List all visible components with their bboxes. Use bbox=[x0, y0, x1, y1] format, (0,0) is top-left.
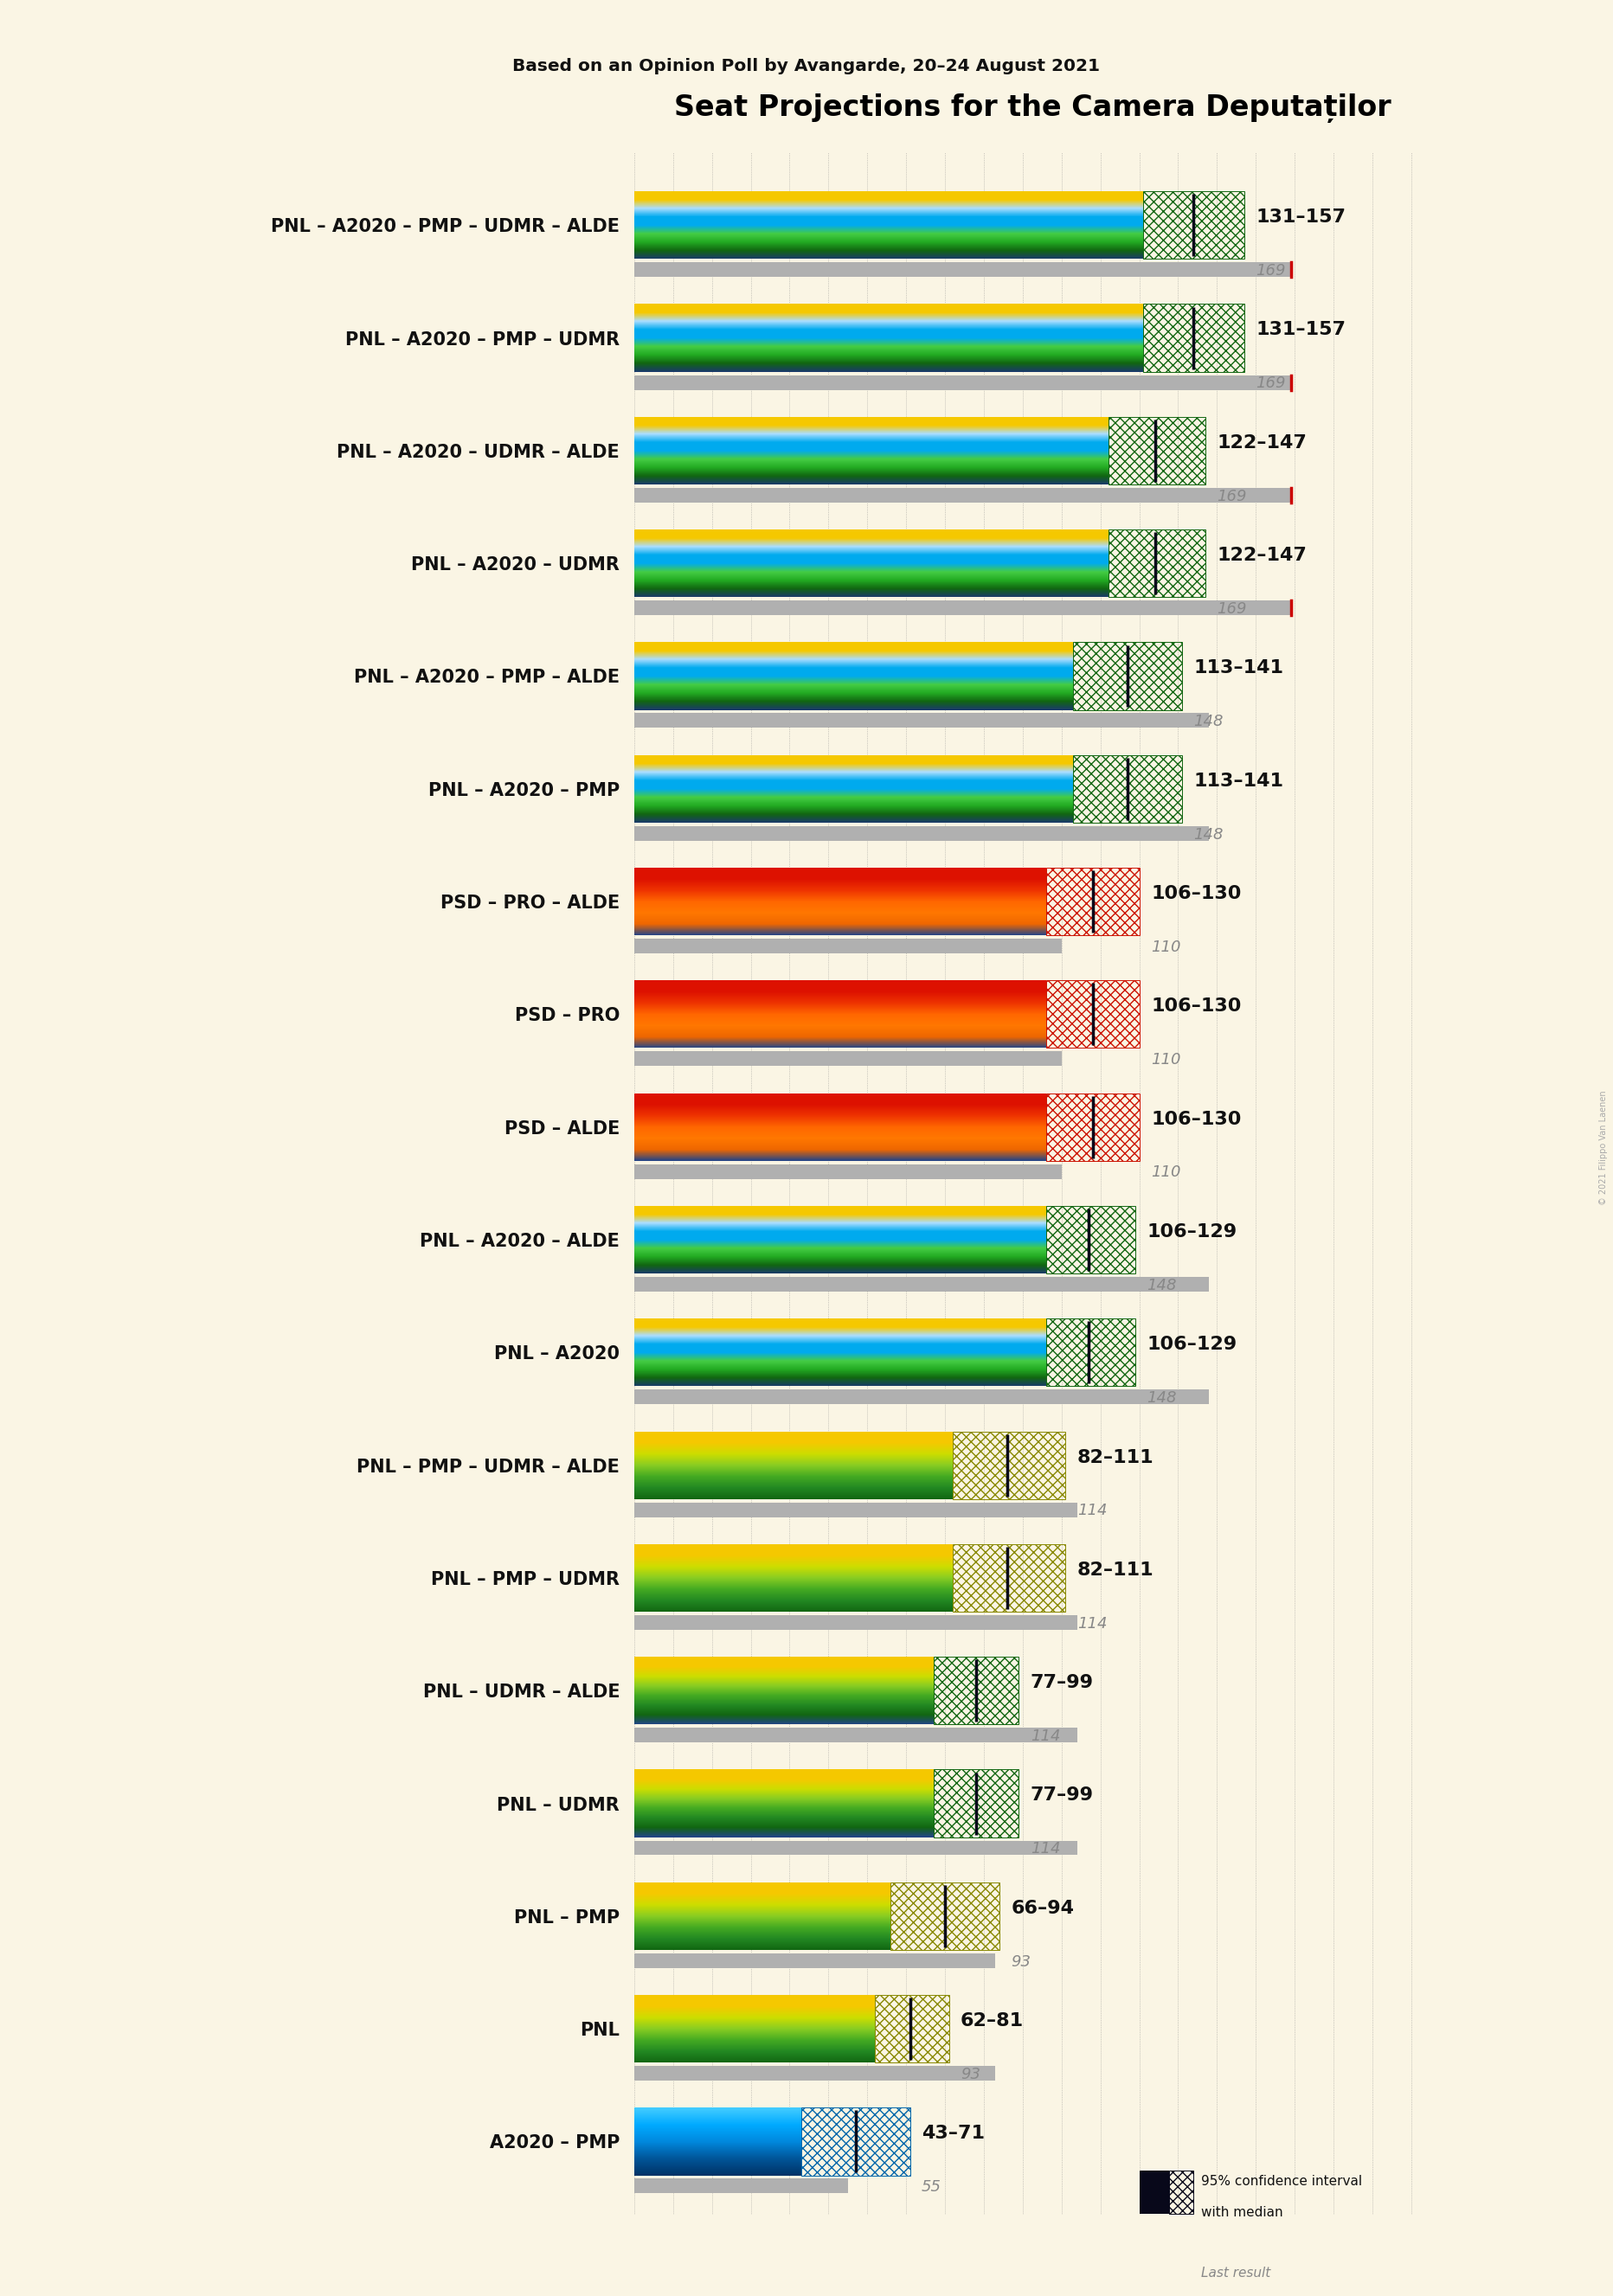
Bar bbox=[634, 487, 1290, 503]
Bar bbox=[1047, 1318, 1136, 1387]
Bar bbox=[634, 1502, 1077, 1518]
Text: 93: 93 bbox=[961, 2066, 981, 2082]
Text: 148: 148 bbox=[1194, 827, 1224, 843]
Bar bbox=[634, 1614, 1077, 1630]
Text: 131–157: 131–157 bbox=[1257, 209, 1345, 225]
Text: 122–147: 122–147 bbox=[1216, 546, 1307, 565]
Bar bbox=[1047, 1205, 1136, 1274]
Bar bbox=[953, 1545, 1066, 1612]
Text: 110: 110 bbox=[1152, 1052, 1181, 1068]
Text: 169: 169 bbox=[1216, 489, 1247, 505]
Bar bbox=[634, 262, 1290, 278]
Text: 148: 148 bbox=[1194, 714, 1224, 730]
Text: Based on an Opinion Poll by Avangarde, 20–24 August 2021: Based on an Opinion Poll by Avangarde, 2… bbox=[513, 57, 1100, 76]
Bar bbox=[634, 602, 1290, 615]
Text: 114: 114 bbox=[1077, 1504, 1107, 1518]
Bar bbox=[634, 1164, 1061, 1178]
Text: 82–111: 82–111 bbox=[1077, 1561, 1153, 1580]
Text: 82–111: 82–111 bbox=[1077, 1449, 1153, 1465]
Bar bbox=[634, 2179, 848, 2193]
Text: 66–94: 66–94 bbox=[1011, 1899, 1074, 1917]
Text: 110: 110 bbox=[1152, 939, 1181, 955]
Bar bbox=[934, 1770, 1019, 1837]
Text: 43–71: 43–71 bbox=[921, 2126, 986, 2142]
Text: 95% confidence interval: 95% confidence interval bbox=[1202, 2174, 1363, 2188]
Text: 169: 169 bbox=[1257, 377, 1286, 390]
Bar bbox=[634, 1729, 1077, 1743]
Text: 62–81: 62–81 bbox=[961, 2011, 1024, 2030]
Text: 106–130: 106–130 bbox=[1152, 884, 1242, 902]
Text: 131–157: 131–157 bbox=[1257, 321, 1345, 338]
Bar bbox=[1144, 303, 1244, 372]
Text: 169: 169 bbox=[1257, 264, 1286, 278]
Bar bbox=[1169, 2170, 1194, 2213]
Bar bbox=[634, 2066, 995, 2080]
Text: 106–130: 106–130 bbox=[1152, 1111, 1242, 1127]
Text: © 2021 Filippo Van Laenen: © 2021 Filippo Van Laenen bbox=[1600, 1091, 1608, 1205]
Text: 106–129: 106–129 bbox=[1147, 1336, 1237, 1352]
Bar bbox=[1047, 868, 1139, 934]
Bar bbox=[634, 1389, 1210, 1405]
Bar bbox=[934, 1658, 1019, 1724]
Text: 113–141: 113–141 bbox=[1194, 771, 1284, 790]
Text: 169: 169 bbox=[1216, 602, 1247, 618]
Text: 106–130: 106–130 bbox=[1152, 999, 1242, 1015]
Bar bbox=[634, 827, 1210, 840]
Bar bbox=[634, 1841, 1077, 1855]
Text: 77–99: 77–99 bbox=[1031, 1674, 1094, 1692]
Bar bbox=[802, 2108, 910, 2174]
Text: 110: 110 bbox=[1152, 1164, 1181, 1180]
Bar bbox=[1073, 755, 1182, 822]
Bar bbox=[1108, 530, 1205, 597]
Bar bbox=[890, 1883, 1000, 1949]
Bar bbox=[1144, 191, 1244, 259]
Text: with median: with median bbox=[1202, 2206, 1284, 2218]
Bar bbox=[1047, 980, 1139, 1047]
Bar bbox=[634, 1052, 1061, 1065]
Text: 106–129: 106–129 bbox=[1147, 1224, 1237, 1240]
Bar bbox=[634, 1277, 1210, 1293]
Bar bbox=[953, 1430, 1066, 1499]
Text: 114: 114 bbox=[1077, 1616, 1107, 1632]
Text: Last result: Last result bbox=[1202, 2266, 1271, 2280]
Bar bbox=[1073, 643, 1182, 709]
Bar bbox=[634, 714, 1210, 728]
Text: 122–147: 122–147 bbox=[1216, 434, 1307, 452]
Bar bbox=[634, 939, 1061, 953]
Text: 114: 114 bbox=[1031, 1841, 1060, 1857]
Text: 113–141: 113–141 bbox=[1194, 659, 1284, 677]
Bar bbox=[1108, 418, 1205, 484]
Text: 55: 55 bbox=[921, 2179, 942, 2195]
Title: Seat Projections for the Camera Deputaților: Seat Projections for the Camera Deputați… bbox=[674, 94, 1390, 122]
Text: 114: 114 bbox=[1031, 1729, 1060, 1745]
Bar bbox=[1139, 2170, 1169, 2213]
Text: 93: 93 bbox=[1011, 1954, 1031, 1970]
Text: 148: 148 bbox=[1147, 1277, 1177, 1293]
Bar bbox=[876, 1995, 948, 2062]
Bar bbox=[1047, 1093, 1139, 1162]
Bar bbox=[634, 374, 1290, 390]
Text: 77–99: 77–99 bbox=[1031, 1786, 1094, 1805]
Text: 148: 148 bbox=[1147, 1391, 1177, 1405]
Bar bbox=[1139, 2259, 1194, 2289]
Bar bbox=[634, 1954, 995, 1968]
